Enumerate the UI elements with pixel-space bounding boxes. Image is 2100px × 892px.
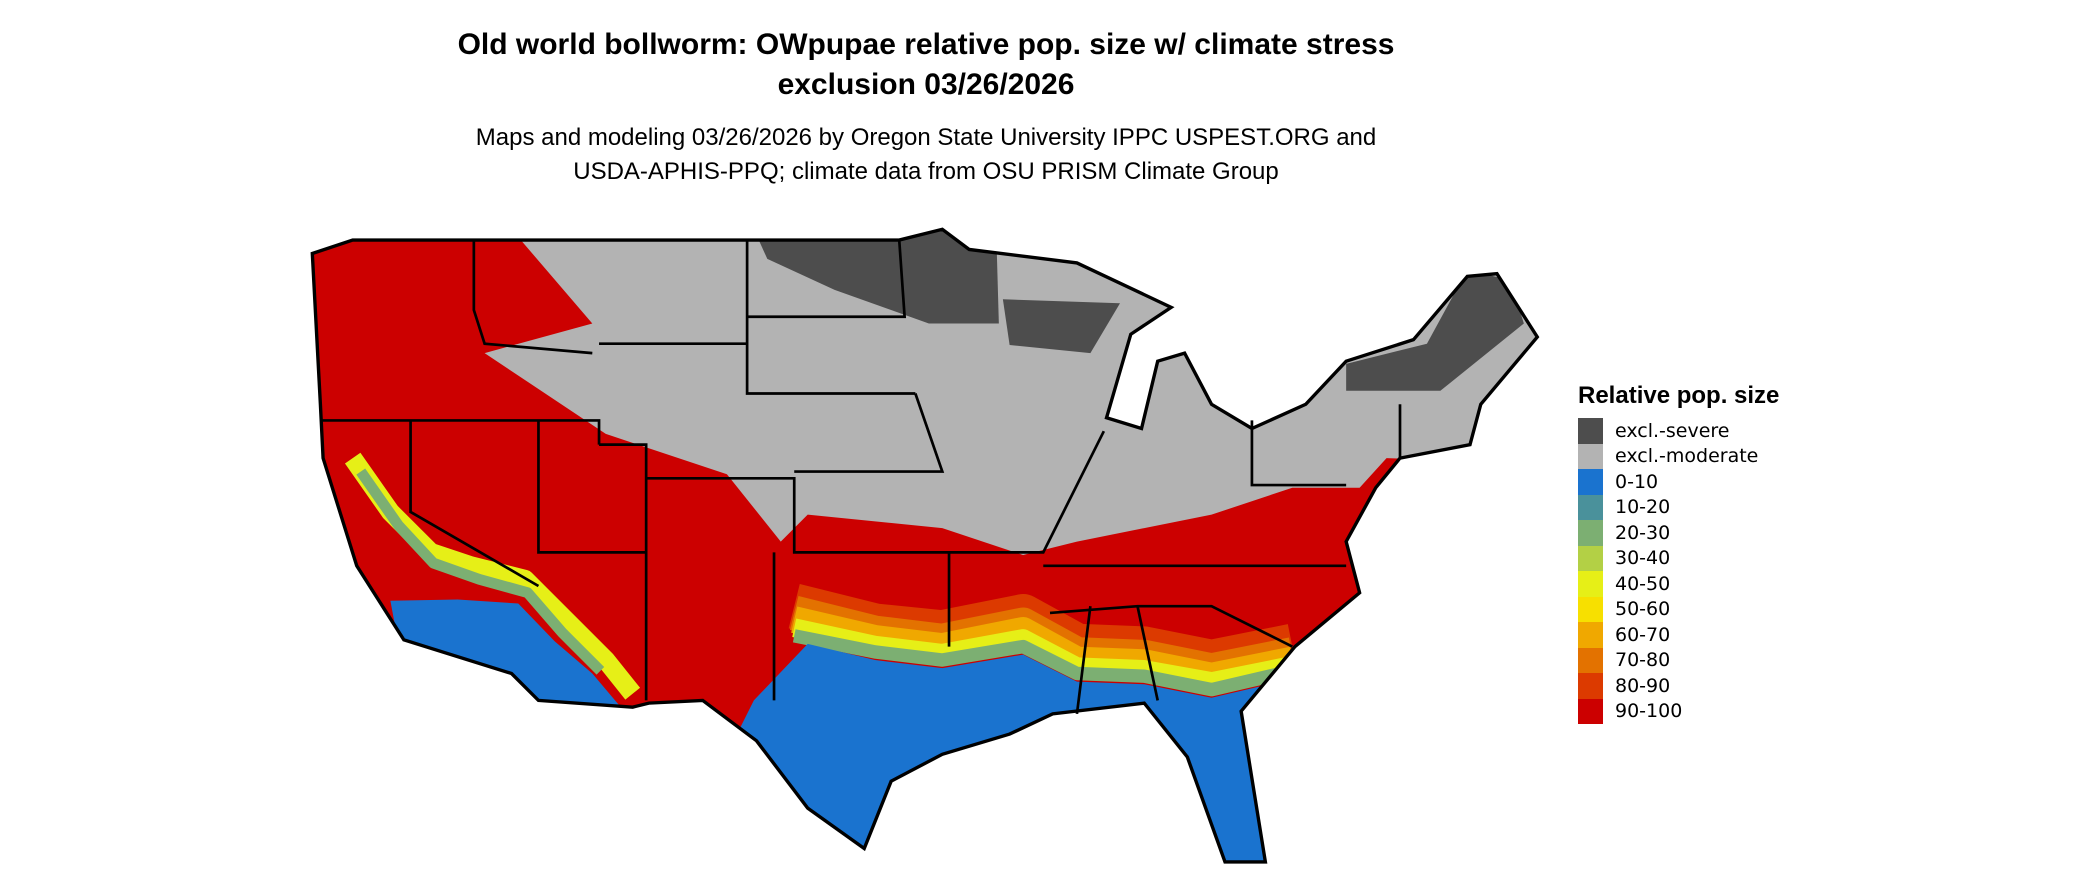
legend-swatch <box>1578 494 1603 520</box>
legend-swatch <box>1578 622 1603 648</box>
legend-label: 70-80 <box>1615 649 1671 672</box>
legend-label: 30-40 <box>1615 547 1671 570</box>
legend-label: 80-90 <box>1615 674 1671 697</box>
legend-item: excl.-moderate <box>1578 443 1779 469</box>
legend-swatch <box>1578 698 1603 724</box>
legend-label: 50-60 <box>1615 598 1671 621</box>
legend-label: 20-30 <box>1615 521 1671 544</box>
legend-title: Relative pop. size <box>1578 382 1780 409</box>
legend-label: excl.-severe <box>1615 419 1730 442</box>
legend-item: 50-60 <box>1578 596 1779 622</box>
legend-item: 70-80 <box>1578 647 1779 673</box>
legend-swatch <box>1578 418 1603 444</box>
zone-excl-severe-wi <box>1002 299 1120 354</box>
transition-bands <box>344 452 1297 700</box>
map-title-line2: exclusion 03/26/2026 <box>777 68 1075 101</box>
legend-item: 0-10 <box>1578 469 1779 495</box>
legend-swatch <box>1578 596 1603 622</box>
zone-0-10-southwest <box>390 599 622 709</box>
legend-label: excl.-moderate <box>1615 445 1759 468</box>
state-borders <box>320 239 1402 715</box>
subtitle-line1: Maps and modeling 03/26/2026 by Oregon S… <box>475 124 1377 151</box>
legend-label: 40-50 <box>1615 572 1671 595</box>
legend-item: 90-100 <box>1578 698 1779 724</box>
legend-label: 0-10 <box>1615 470 1659 493</box>
legend-item: 60-70 <box>1578 622 1779 648</box>
legend-item: 20-30 <box>1578 520 1779 546</box>
legend-item: 40-50 <box>1578 571 1779 597</box>
legend-label: 60-70 <box>1615 623 1671 646</box>
legend-swatch <box>1578 545 1603 571</box>
zone-excl-severe-mn <box>753 229 999 324</box>
legend-item: 80-90 <box>1578 673 1779 699</box>
legend: Relative pop. size excl.-severe excl.-mod… <box>1578 382 1779 724</box>
map-title-line1: Old world bollworm: OWpupae relative pop… <box>457 28 1395 61</box>
legend-item: excl.-severe <box>1578 418 1779 444</box>
legend-swatch <box>1578 469 1603 495</box>
legend-swatch <box>1578 647 1603 673</box>
legend-item: 30-40 <box>1578 545 1779 571</box>
legend-label: 10-20 <box>1615 496 1671 519</box>
legend-item: 10-20 <box>1578 494 1779 520</box>
legend-label: 90-100 <box>1615 700 1683 723</box>
legend-swatch <box>1578 520 1603 546</box>
legend-swatch <box>1578 673 1603 699</box>
zone-excl-severe-ne <box>1346 269 1524 391</box>
legend-swatch <box>1578 443 1603 469</box>
legend-swatch <box>1578 571 1603 597</box>
subtitle-line2: USDA-APHIS-PPQ; climate data from OSU PR… <box>573 158 1279 185</box>
